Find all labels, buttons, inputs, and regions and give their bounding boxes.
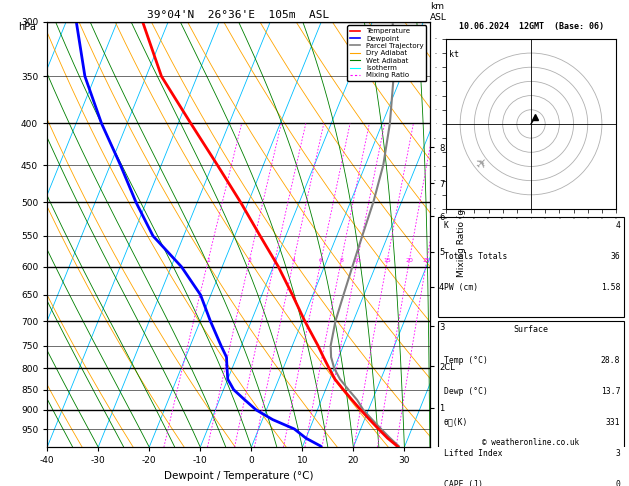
Text: Dewp (°C): Dewp (°C): [444, 387, 487, 396]
Text: 4: 4: [615, 221, 620, 230]
Bar: [438, 321, 624, 486]
Text: hPa: hPa: [18, 22, 36, 32]
Text: km
ASL: km ASL: [430, 2, 447, 22]
Text: kt: kt: [449, 50, 459, 59]
X-axis label: Dewpoint / Temperature (°C): Dewpoint / Temperature (°C): [164, 471, 313, 481]
Text: 4: 4: [292, 258, 296, 263]
Text: CAPE (J): CAPE (J): [444, 480, 483, 486]
Text: PW (cm): PW (cm): [444, 283, 478, 292]
Text: 3: 3: [273, 258, 277, 263]
Text: Temp (°C): Temp (°C): [444, 356, 487, 364]
Text: 36: 36: [610, 252, 620, 261]
Text: 13.7: 13.7: [601, 387, 620, 396]
Text: Lifted Index: Lifted Index: [444, 449, 503, 458]
Text: 331: 331: [606, 418, 620, 427]
Text: 3: 3: [615, 449, 620, 458]
Text: 20: 20: [405, 258, 413, 263]
Y-axis label: Mixing Ratio (g/kg): Mixing Ratio (g/kg): [457, 191, 467, 278]
Title: 39°04'N  26°36'E  105m  ASL: 39°04'N 26°36'E 105m ASL: [147, 10, 330, 20]
Text: 8: 8: [339, 258, 343, 263]
Text: 10: 10: [353, 258, 361, 263]
Text: K: K: [444, 221, 448, 230]
Text: ✈: ✈: [472, 155, 491, 173]
Text: 15: 15: [383, 258, 391, 263]
Text: 28.8: 28.8: [601, 356, 620, 364]
Text: 2: 2: [247, 258, 252, 263]
Text: 1.58: 1.58: [601, 283, 620, 292]
Bar: [438, 218, 624, 317]
Legend: Temperature, Dewpoint, Parcel Trajectory, Dry Adiabat, Wet Adiabat, Isotherm, Mi: Temperature, Dewpoint, Parcel Trajectory…: [347, 25, 426, 81]
Text: Totals Totals: Totals Totals: [444, 252, 507, 261]
Text: 25: 25: [423, 258, 431, 263]
Text: Surface: Surface: [513, 325, 548, 334]
Text: 10.06.2024  12GMT  (Base: 06): 10.06.2024 12GMT (Base: 06): [459, 22, 603, 31]
Text: 0: 0: [615, 480, 620, 486]
Text: θᴇ(K): θᴇ(K): [444, 418, 468, 427]
Text: © weatheronline.co.uk: © weatheronline.co.uk: [482, 438, 579, 447]
Text: 6: 6: [319, 258, 323, 263]
Text: 1: 1: [206, 258, 210, 263]
